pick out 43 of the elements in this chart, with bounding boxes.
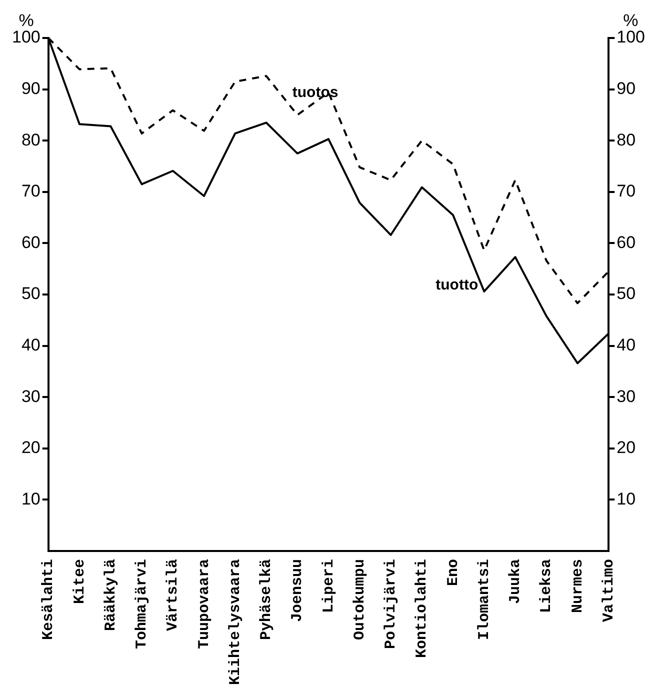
y2-tick-label: 100	[616, 28, 646, 47]
x-tick-label: Ilomantsi	[476, 558, 493, 640]
y2-tick-label: 40	[616, 335, 636, 354]
y2-tick-label: 10	[616, 489, 636, 508]
x-tick-label: Värtsilä	[164, 558, 182, 631]
series-label: tuotto	[436, 276, 478, 294]
x-tick-label: Eno	[444, 558, 462, 586]
x-tick-label: Tuupovaara	[196, 558, 213, 649]
y2-tick-label: 30	[616, 386, 636, 406]
y-axis-title: %	[18, 11, 34, 30]
x-tick-label: Polvijärvi	[382, 558, 400, 649]
x-tick-label: Lieksa	[538, 558, 556, 613]
x-tick-label: Tohmajärvi	[134, 558, 151, 649]
x-tick-label: Kontiolahti	[414, 558, 431, 658]
x-tick-label: Pyhäselkä	[258, 558, 276, 640]
x-tick-label: Valtimo	[600, 558, 618, 622]
y-tick-label: 70	[21, 182, 40, 201]
y2-axis-title: %	[623, 11, 638, 30]
x-tick-label: Kiihtelysvaara	[226, 558, 244, 686]
y2-tick-label: 70	[616, 182, 636, 201]
y-tick-label: 90	[21, 78, 40, 98]
y2-tick-label: 60	[616, 232, 636, 252]
y-tick-label: 60	[21, 232, 40, 252]
x-tick-label: Outokumpu	[351, 558, 368, 640]
y-tick-label: 80	[21, 130, 40, 150]
y2-tick-label: 90	[616, 78, 636, 98]
y2-tick-label: 20	[616, 438, 636, 458]
y-tick-label: 20	[21, 438, 40, 458]
x-tick-label: Rääkkylä	[102, 558, 120, 631]
x-tick-label: Juuka	[507, 558, 524, 604]
y-tick-label: 50	[21, 284, 40, 304]
x-tick-label: Kitee	[71, 558, 88, 604]
x-tick-label: Joensuu	[289, 558, 306, 622]
y2-tick-label: 80	[616, 130, 636, 150]
y-tick-label: 40	[21, 335, 40, 354]
y-tick-label: 100	[12, 28, 40, 47]
y-tick-label: 30	[21, 386, 40, 406]
x-tick-label: Liperi	[320, 558, 338, 613]
x-tick-label: Kesälahti	[40, 558, 58, 640]
x-tick-label: Nurmes	[569, 558, 586, 613]
y2-tick-label: 50	[616, 284, 636, 304]
series-label: tuotos	[292, 84, 338, 102]
y-tick-label: 10	[21, 489, 40, 508]
